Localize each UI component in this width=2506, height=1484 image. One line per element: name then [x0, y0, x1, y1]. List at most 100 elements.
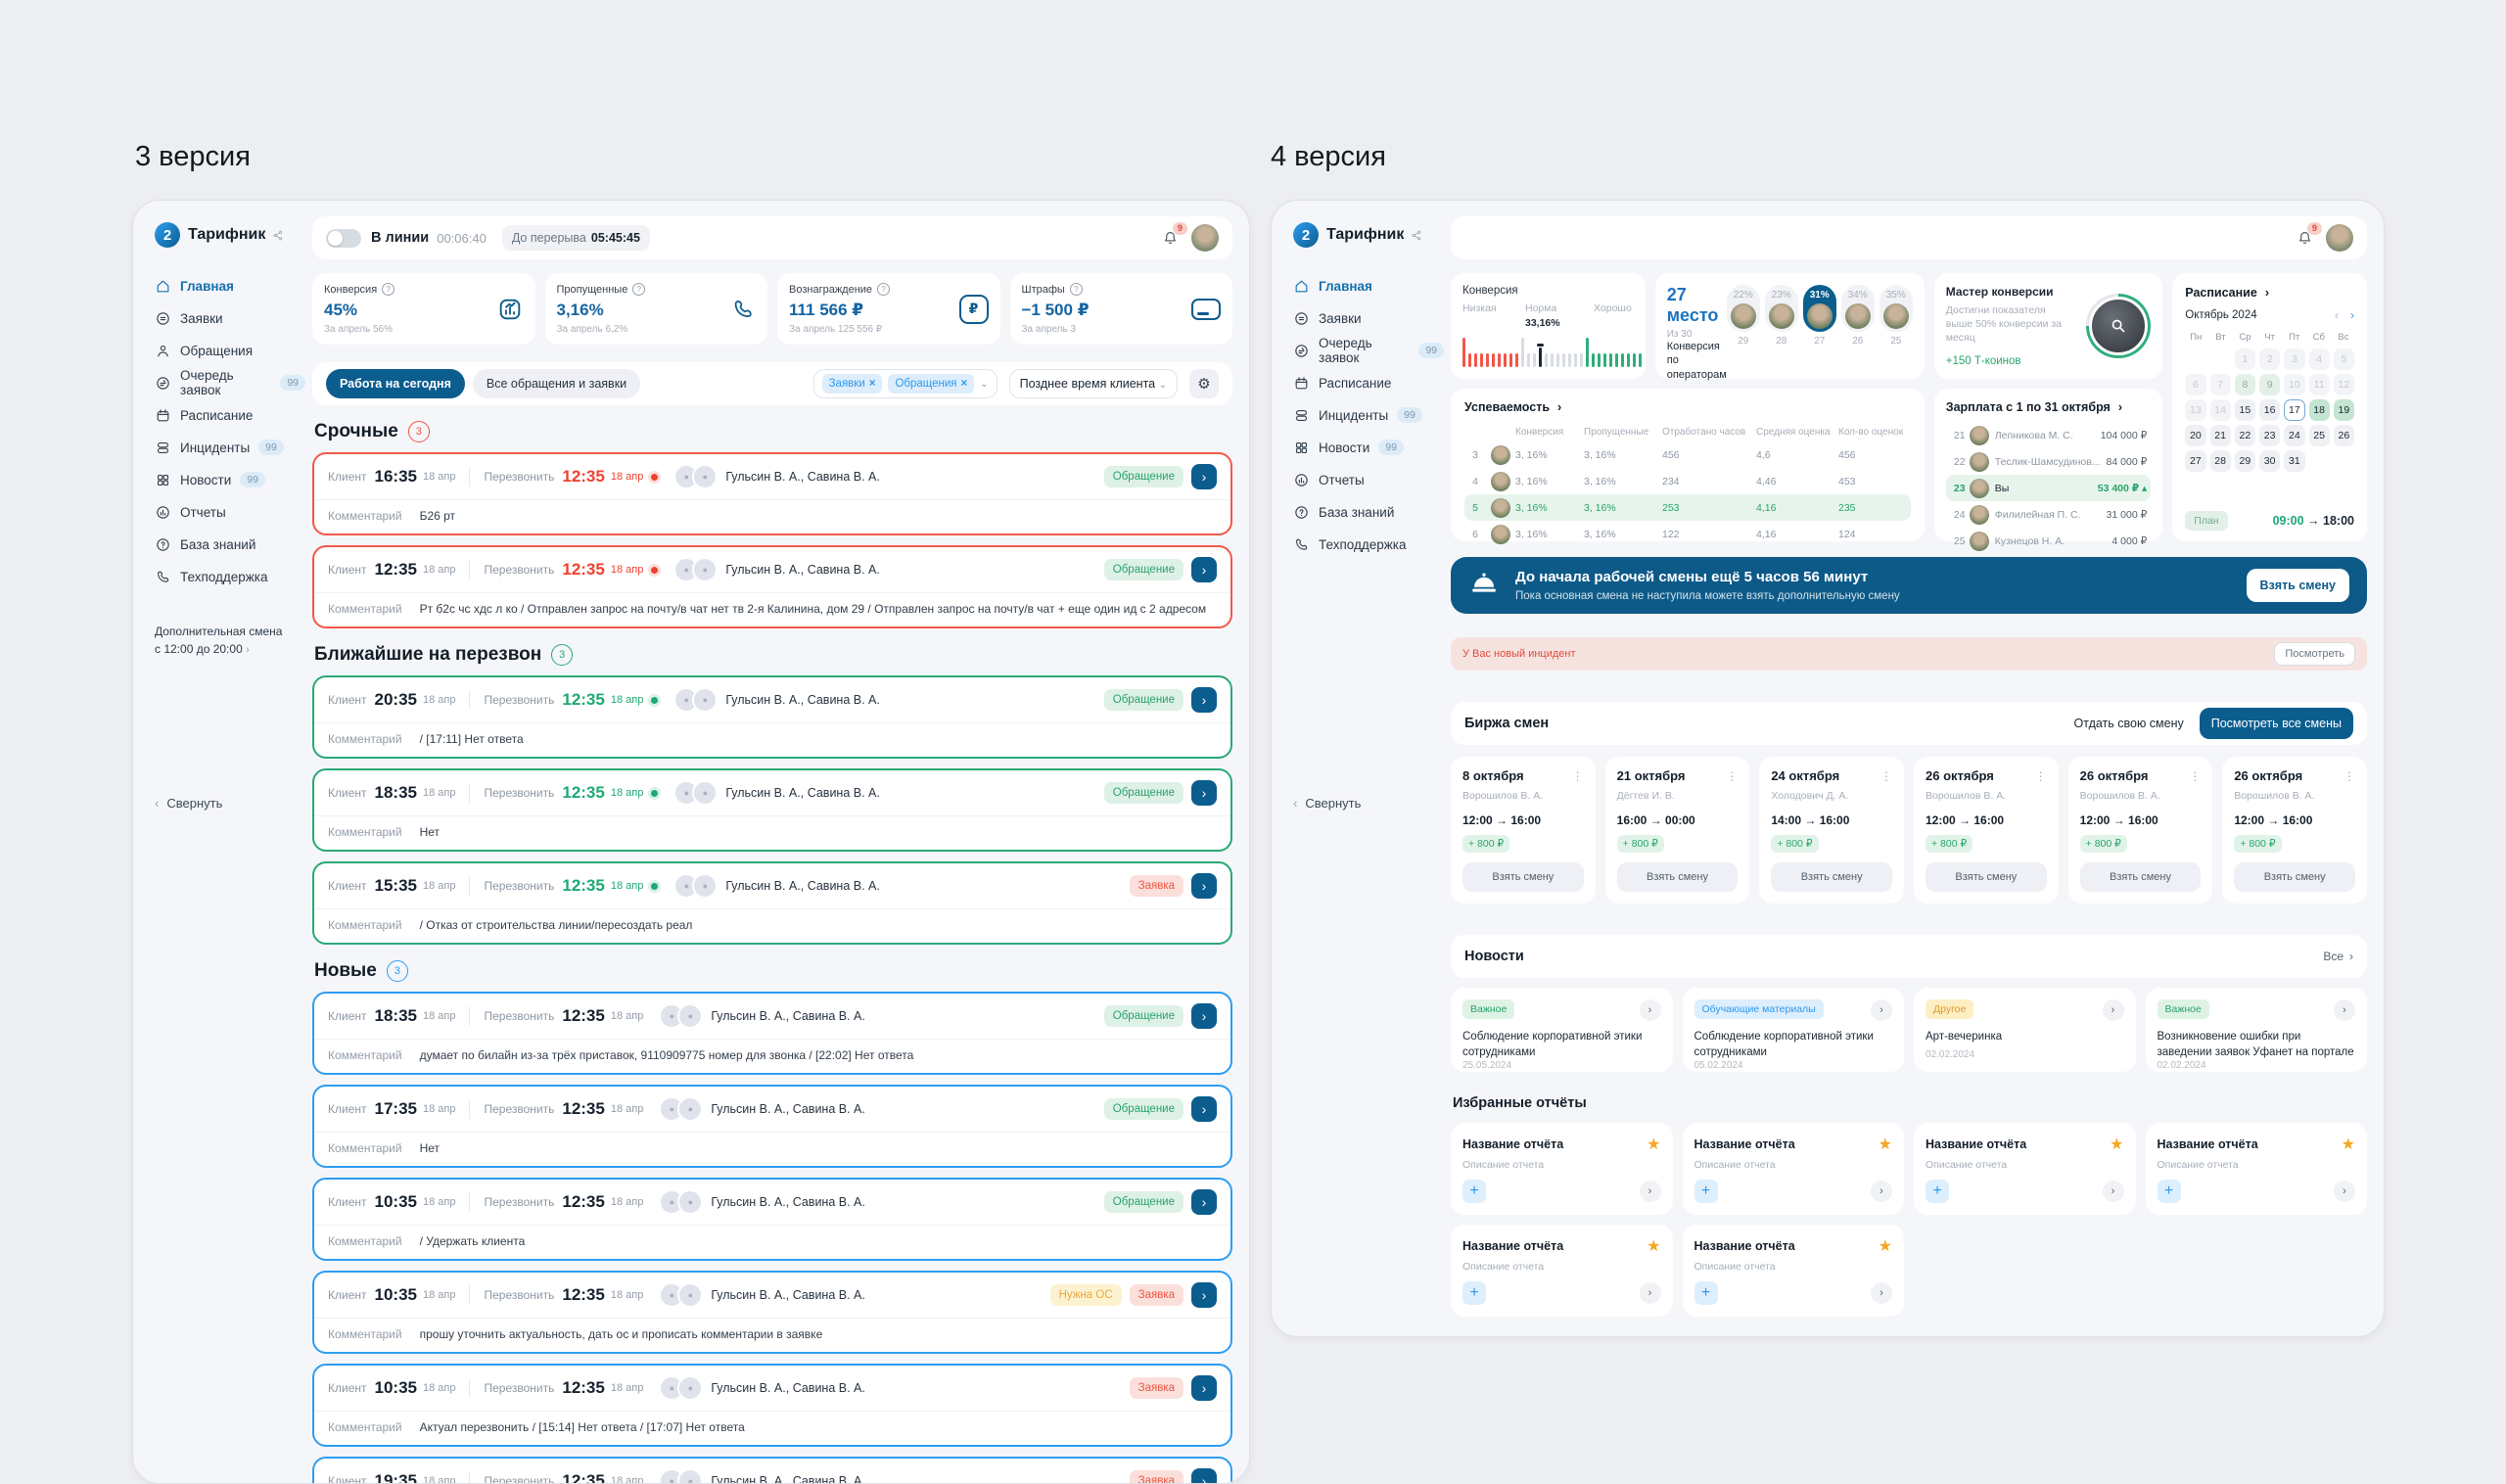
performance-row[interactable]: 4 3, 16% 3, 16% 234 4,46 453 — [1464, 468, 1911, 494]
chevron-down-icon[interactable]: ⌄ — [980, 378, 989, 390]
take-shift-button[interactable]: Взять смену — [1771, 862, 1892, 892]
stat-card[interactable]: Конверсия? 45% За апрель 56% — [312, 273, 535, 345]
report-card[interactable]: Название отчёта ★ Описание отчета + › — [2145, 1123, 2367, 1215]
performance-row[interactable]: 3 3, 16% 3, 16% 456 4,6 456 — [1464, 441, 1911, 468]
tab-work-today[interactable]: Работа на сегодня — [326, 369, 465, 398]
task-card[interactable]: Клиент 10:35 18 апр Перезвонить 12:35 18 апр ●… — [312, 1178, 1232, 1261]
report-card[interactable]: Название отчёта ★ Описание отчета + › — [1914, 1123, 2136, 1215]
calendar-day[interactable]: 17 — [2284, 399, 2305, 421]
open-card-button[interactable]: › — [1191, 464, 1217, 489]
calendar-day[interactable]: 27 — [2185, 450, 2206, 472]
task-card[interactable]: Клиент 15:35 18 апр Перезвонить 12:35 18 апр ●… — [312, 861, 1232, 945]
calendar-day[interactable]: 6 — [2185, 374, 2206, 395]
star-icon[interactable]: ★ — [2110, 1136, 2124, 1153]
extra-shift-note[interactable]: Дополнительная смена с 12:00 до 20:00 › — [155, 625, 283, 656]
sidebar-item-инциденты[interactable]: Инциденты 99 — [155, 435, 305, 460]
performance-row[interactable]: 5 3, 16% 3, 16% 253 4,16 235 — [1464, 494, 1911, 521]
sidebar-item-новости[interactable]: Новости 99 — [1293, 435, 1444, 460]
sort-dropdown[interactable]: Позднее время клиента ⌄ — [1008, 369, 1178, 398]
operator[interactable]: 35% 25 — [1879, 285, 1913, 369]
operator[interactable]: 22% 29 — [1726, 285, 1760, 369]
calendar-day[interactable]: 21 — [2209, 425, 2231, 446]
sidebar-item-отчеты[interactable]: Отчеты — [1293, 467, 1444, 492]
task-card[interactable]: Клиент 19:35 18 апр Перезвонить 12:35 18 апр ●… — [312, 1457, 1232, 1483]
view-all-shifts-button[interactable]: Посмотреть все смены — [2199, 708, 2353, 739]
news-card[interactable]: Важное › Соблюдение корпоративной этики со… — [1451, 988, 1673, 1072]
calendar-day[interactable]: 26 — [2333, 425, 2354, 446]
sidebar-item-обращения[interactable]: Обращения — [155, 338, 305, 363]
chevron-right-icon[interactable]: › — [1639, 1282, 1661, 1304]
sidebar-item-главная[interactable]: Главная — [155, 273, 305, 299]
plus-icon[interactable]: + — [1694, 1281, 1718, 1305]
sidebar-item-главная[interactable]: Главная — [1293, 273, 1444, 299]
star-icon[interactable]: ★ — [1878, 1238, 1892, 1255]
calendar-day[interactable]: 13 — [2185, 399, 2206, 421]
sidebar-item-очередь заявок[interactable]: Очередь заявок 99 — [1293, 336, 1444, 365]
kebab-menu-icon[interactable]: ⋮ — [1880, 768, 1892, 783]
star-icon[interactable]: ★ — [1647, 1238, 1661, 1255]
calendar-day[interactable]: 10 — [2284, 374, 2305, 395]
star-icon[interactable]: ★ — [1878, 1136, 1892, 1153]
calendar-day[interactable]: 23 — [2259, 425, 2281, 446]
calendar-day[interactable]: 16 — [2259, 399, 2281, 421]
chevron-right-icon[interactable]: › — [2334, 999, 2355, 1021]
break-pill[interactable]: До перерыва 05:45:45 — [501, 225, 650, 251]
collapse-sidebar-button[interactable]: ‹ Свернуть — [1293, 796, 1362, 811]
operator[interactable]: 34% 26 — [1840, 285, 1875, 369]
calendar-day[interactable]: 29 — [2234, 450, 2255, 472]
calendar-day[interactable]: 19 — [2333, 399, 2354, 421]
calendar-day[interactable]: 3 — [2284, 348, 2305, 370]
salary-row[interactable]: 23 Вы 53 400 ₽ ▴ — [1945, 475, 2152, 501]
open-card-button[interactable]: › — [1191, 1189, 1217, 1215]
open-card-button[interactable]: › — [1191, 1375, 1217, 1401]
report-card[interactable]: Название отчёта ★ Описание отчета + › — [1451, 1123, 1673, 1215]
calendar-day[interactable]: 22 — [2234, 425, 2255, 446]
sidebar-item-очередь заявок[interactable]: Очередь заявок 99 — [155, 368, 305, 397]
calendar-day[interactable]: 28 — [2209, 450, 2231, 472]
sidebar-item-заявки[interactable]: Заявки — [155, 305, 305, 331]
close-icon[interactable]: × — [868, 378, 876, 390]
filter-chip[interactable]: Обращения × — [888, 374, 975, 394]
operator[interactable]: 23% 28 — [1764, 285, 1798, 369]
chevron-right-icon[interactable]: › — [2102, 1181, 2124, 1202]
prev-month-icon[interactable]: ‹ — [2335, 308, 2339, 322]
sidebar-item-заявки[interactable]: Заявки — [1293, 305, 1444, 331]
bell-icon[interactable]: 9 — [2296, 221, 2322, 248]
open-card-button[interactable]: › — [1191, 1282, 1217, 1308]
plus-icon[interactable]: + — [2157, 1180, 2181, 1203]
chevron-right-icon[interactable]: › — [1871, 999, 1892, 1021]
task-card[interactable]: Клиент 10:35 18 апр Перезвонить 12:35 18 апр ●… — [312, 1271, 1232, 1354]
sidebar-item-расписание[interactable]: Расписание — [1293, 370, 1444, 395]
chevron-right-icon[interactable]: › — [1639, 999, 1661, 1021]
task-card[interactable]: Клиент 18:35 18 апр Перезвонить 12:35 18 апр ●… — [312, 768, 1232, 852]
sidebar-item-инциденты[interactable]: Инциденты 99 — [1293, 402, 1444, 428]
close-icon[interactable]: × — [960, 378, 968, 390]
task-card[interactable]: Клиент 12:35 18 апр Перезвонить 12:35 18 апр ●… — [312, 545, 1232, 628]
kebab-menu-icon[interactable]: ⋮ — [1726, 768, 1739, 783]
open-card-button[interactable]: › — [1191, 780, 1217, 806]
star-icon[interactable]: ★ — [1647, 1136, 1661, 1153]
take-shift-button[interactable]: Взять смену — [1616, 862, 1739, 892]
news-card[interactable]: Обучающие материалы › Соблюдение корпорати… — [1682, 988, 1904, 1072]
plus-icon[interactable]: + — [1694, 1180, 1718, 1203]
calendar-day[interactable]: 18 — [2308, 399, 2330, 421]
news-all-link[interactable]: Все › — [2323, 950, 2353, 963]
calendar-day[interactable]: 25 — [2308, 425, 2330, 446]
news-card[interactable]: Другое › Арт-вечеринка 02.02.2024 — [1914, 988, 2136, 1072]
chevron-right-icon[interactable]: › — [1871, 1181, 1892, 1202]
operator[interactable]: 31% 27 — [1802, 285, 1836, 369]
online-toggle[interactable] — [326, 228, 361, 248]
salary-row[interactable]: 21 Лепникова М. С. 104 000 ₽ — [1946, 422, 2152, 448]
calendar-day[interactable]: 8 — [2234, 374, 2255, 395]
chevron-right-icon[interactable]: › — [2102, 999, 2124, 1021]
plus-icon[interactable]: + — [1462, 1281, 1486, 1305]
take-shift-button[interactable]: Взять смену — [2234, 862, 2355, 892]
calendar-day[interactable]: 1 — [2234, 348, 2255, 370]
user-avatar[interactable] — [1191, 224, 1219, 252]
sidebar-item-отчеты[interactable]: Отчеты — [155, 499, 305, 525]
collapse-sidebar-button[interactable]: ‹ Свернуть — [155, 796, 223, 811]
tab-all-requests[interactable]: Все обращения и заявки — [472, 369, 641, 398]
open-card-button[interactable]: › — [1191, 1468, 1217, 1483]
salary-row[interactable]: 24 Филилейная П. С. 31 000 ₽ — [1946, 501, 2152, 528]
calendar-day[interactable]: 5 — [2333, 348, 2354, 370]
